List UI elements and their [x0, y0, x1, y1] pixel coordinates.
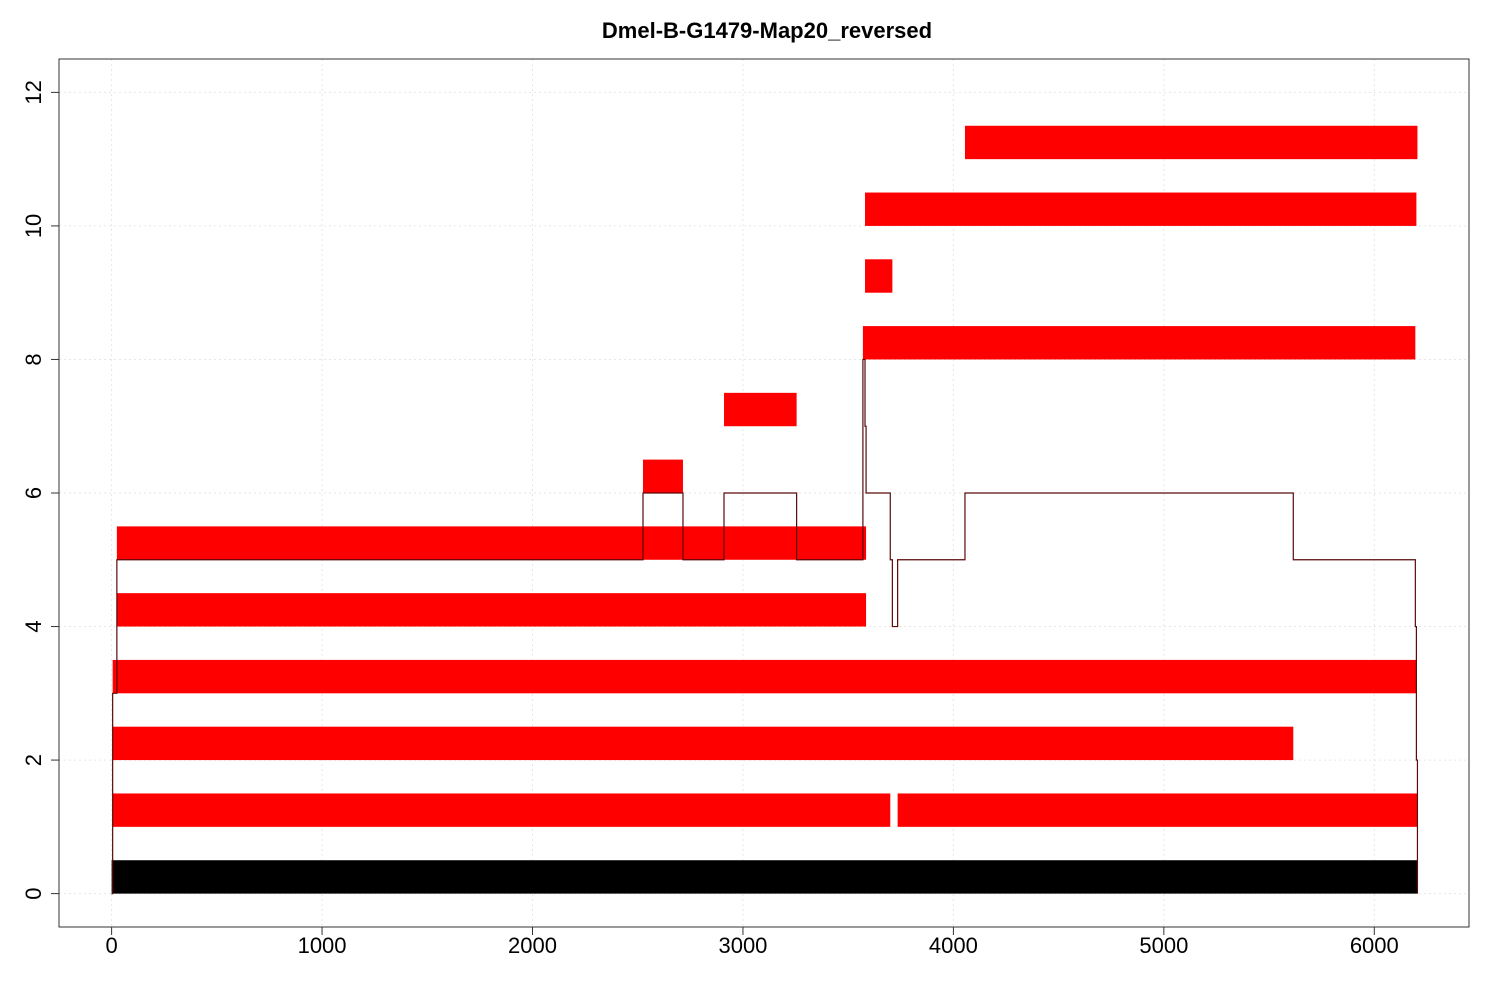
segment-bar-9 — [862, 326, 1416, 360]
segment-bar-7 — [642, 459, 683, 493]
x-axis: 0 1000 2000 3000 4000 5000 6000 — [105, 926, 1399, 958]
coverage-line — [111, 358, 1419, 895]
y-tick-label-10: 10 — [21, 214, 46, 238]
y-tick-label-6: 6 — [21, 487, 46, 499]
segment-bar-6 — [116, 526, 867, 560]
segment-bar-5 — [116, 593, 867, 627]
segment-bar-8 — [724, 392, 797, 427]
y-tick-label-12: 12 — [21, 80, 46, 104]
y-tick-label-8: 8 — [21, 353, 46, 365]
x-tick-label-6000: 6000 — [1350, 933, 1399, 958]
y-tick-label-0: 0 — [21, 887, 46, 899]
segment-bar-11 — [865, 192, 1417, 226]
x-tick-label-4000: 4000 — [929, 933, 978, 958]
reference-bar-0 — [111, 860, 1418, 894]
y-axis: 0 2 4 6 8 10 12 — [21, 80, 60, 900]
x-tick-label-5000: 5000 — [1139, 933, 1188, 958]
bar-layer — [111, 125, 1418, 894]
segment-bar-12 — [964, 125, 1418, 160]
x-tick-label-1000: 1000 — [298, 933, 347, 958]
x-tick-label-2000: 2000 — [508, 933, 557, 958]
x-tick-label-0: 0 — [105, 933, 117, 958]
segment-bar-10 — [865, 259, 893, 293]
segment-bar-4 — [112, 659, 1417, 694]
segment-bar-1 — [112, 793, 891, 827]
segment-bar-3 — [112, 726, 1294, 761]
coverage-line-layer — [111, 358, 1419, 895]
y-tick-label-2: 2 — [21, 754, 46, 766]
x-tick-label-3000: 3000 — [718, 933, 767, 958]
segment-bar-2 — [897, 793, 1418, 827]
y-tick-label-4: 4 — [21, 620, 46, 632]
chart-title: Dmel-B-G1479-Map20_reversed — [602, 18, 932, 43]
